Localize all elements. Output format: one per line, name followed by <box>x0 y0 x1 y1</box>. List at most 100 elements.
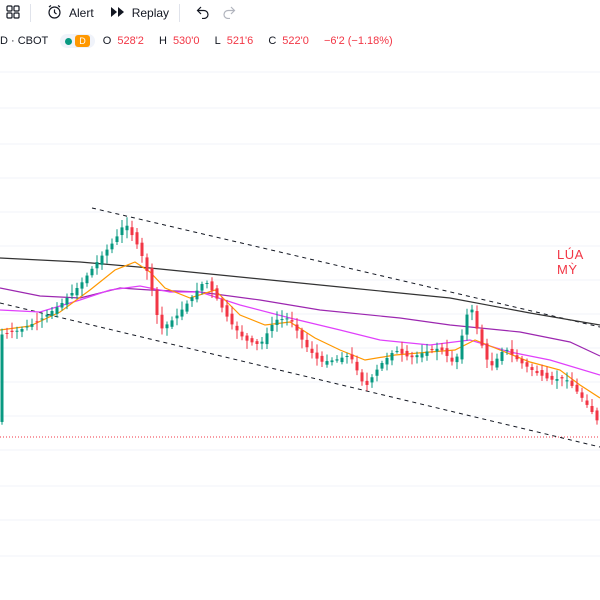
candle-body <box>390 353 394 361</box>
status-pill[interactable]: D <box>60 34 95 48</box>
candle-body <box>500 352 504 361</box>
candle-body <box>435 348 439 352</box>
candle-body <box>170 320 174 327</box>
candle-body <box>415 355 419 358</box>
delayed-badge: D <box>75 35 90 47</box>
candle-body <box>505 349 509 351</box>
candle-body <box>100 255 104 265</box>
candle-body <box>45 314 49 317</box>
candle-body <box>590 406 594 412</box>
moving-averages <box>0 257 600 399</box>
candle-body <box>580 392 584 398</box>
high-value: 530'0 <box>172 35 200 47</box>
high-key: H <box>158 35 167 47</box>
candle-body <box>305 339 309 348</box>
top-toolbar: Alert Replay <box>0 0 600 26</box>
candle-body <box>50 311 54 316</box>
layout-button[interactable] <box>0 0 26 26</box>
candle-body <box>410 355 414 358</box>
candle-body <box>290 320 294 322</box>
candle-body <box>190 297 194 302</box>
candle-body <box>115 236 119 243</box>
alert-button[interactable]: Alert <box>41 0 100 26</box>
candle-body <box>65 298 69 305</box>
candle-body <box>240 331 244 337</box>
candle-body <box>215 288 219 299</box>
candle-body <box>35 321 39 323</box>
candle-body <box>315 352 319 359</box>
candle-body <box>370 377 374 383</box>
chart-annotation[interactable]: LÚA MỲ <box>557 247 584 277</box>
candle-body <box>425 351 429 356</box>
candle-body <box>95 262 99 269</box>
candle-body <box>450 357 454 362</box>
alert-label: Alert <box>69 6 94 20</box>
candle-body <box>395 351 399 353</box>
candle-body <box>120 227 124 236</box>
redo-button[interactable] <box>216 0 242 26</box>
trend-line-lower[interactable] <box>0 302 600 448</box>
candle-body <box>420 353 424 358</box>
candle-body <box>545 372 549 379</box>
candle-body <box>185 303 189 312</box>
candle-body <box>90 268 94 276</box>
candle-body <box>195 290 199 300</box>
candle-body <box>135 232 139 245</box>
candle-body <box>250 338 254 343</box>
candle-body <box>385 358 389 365</box>
candle-body <box>465 314 469 335</box>
candle-body <box>345 356 349 358</box>
candle-body <box>355 361 359 371</box>
symbol-name[interactable]: D · CBOT <box>0 35 49 47</box>
candle-body <box>285 318 289 320</box>
candle-body <box>0 334 4 422</box>
candle-body <box>220 299 224 308</box>
candle-body <box>325 361 329 365</box>
undo-button[interactable] <box>190 0 216 26</box>
candle-body <box>5 332 9 334</box>
ma-100-line <box>0 287 600 357</box>
candle-body <box>80 282 84 289</box>
candle-body <box>300 330 304 340</box>
candle-body <box>535 370 539 374</box>
candle-body <box>70 293 74 296</box>
candle-body <box>525 362 529 367</box>
candle-body <box>365 380 369 385</box>
open-key: O <box>102 35 112 47</box>
candle-body <box>265 333 269 345</box>
low-value: 521'6 <box>226 35 254 47</box>
candle-body <box>565 380 569 382</box>
candle-body <box>205 283 209 284</box>
candle-body <box>30 324 34 327</box>
redo-icon <box>222 5 236 22</box>
candle-body <box>175 315 179 319</box>
candle-body <box>490 361 494 366</box>
close-key: C <box>268 35 277 47</box>
candle-body <box>10 330 14 332</box>
replay-button[interactable]: Replay <box>104 0 175 26</box>
candle-body <box>320 355 324 362</box>
candle-body <box>145 257 149 271</box>
trend-line-upper[interactable] <box>91 207 600 328</box>
candle-body <box>440 347 444 351</box>
candle-body <box>295 324 299 331</box>
candle-body <box>475 311 479 329</box>
candle-body <box>235 325 239 331</box>
candle-body <box>515 355 519 360</box>
candle-body <box>350 354 354 360</box>
candle-body <box>40 318 44 320</box>
close-value: 522'0 <box>282 35 309 47</box>
low-key: L <box>214 35 221 47</box>
candle-body <box>445 348 449 356</box>
undo-icon <box>196 5 210 22</box>
candle-body <box>105 249 109 256</box>
candle-body <box>180 309 184 317</box>
toolbar-divider <box>179 4 181 22</box>
candle-body <box>540 370 544 376</box>
candle-body <box>150 268 154 290</box>
candle-body <box>165 324 169 329</box>
candle-body <box>375 369 379 376</box>
candle-body <box>405 350 409 357</box>
candle-body <box>125 225 129 231</box>
